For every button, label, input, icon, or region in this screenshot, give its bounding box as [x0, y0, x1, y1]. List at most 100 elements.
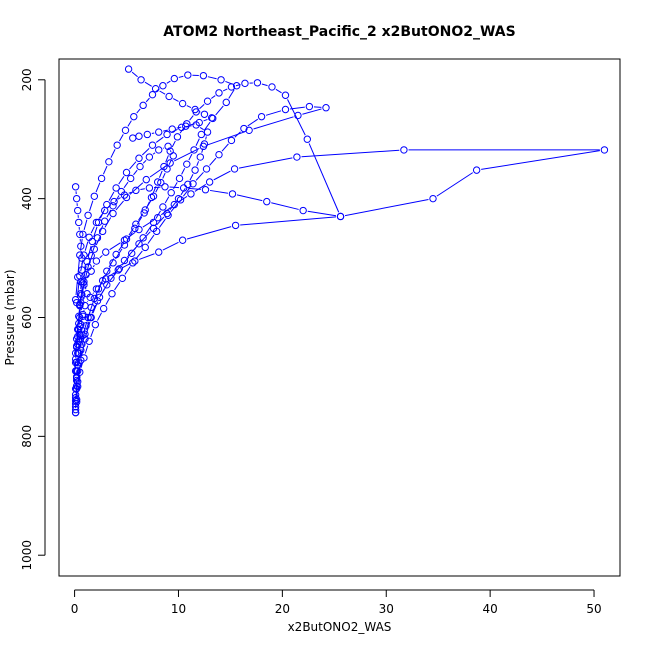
data-point: [85, 337, 93, 345]
series-profile: [71, 121, 212, 408]
data-point: [159, 82, 167, 90]
data-point: [75, 312, 83, 321]
series-segment: [137, 213, 144, 221]
series-segment: [87, 245, 92, 258]
data-point: [143, 130, 152, 139]
data-point: [151, 85, 160, 93]
data-point: [294, 111, 302, 120]
data-point: [232, 82, 241, 90]
data-point: [245, 126, 253, 135]
data-point: [141, 243, 149, 252]
data-point: [117, 187, 126, 196]
data-point: [303, 135, 311, 143]
data-point: [164, 142, 172, 151]
data-point: [293, 153, 301, 161]
x-tick-label: 50: [586, 602, 601, 616]
series-segment: [158, 218, 166, 228]
data-point: [200, 110, 209, 118]
series-segment: [236, 194, 263, 202]
data-point: [157, 178, 165, 187]
data-point: [189, 180, 197, 188]
series-segment: [209, 189, 229, 194]
series-segment: [301, 149, 400, 158]
data-point: [217, 76, 225, 84]
data-point: [122, 168, 131, 177]
data-point: [74, 361, 82, 369]
data-point: [71, 358, 80, 367]
data-point: [87, 251, 95, 260]
data-point: [79, 230, 87, 239]
data-point: [222, 98, 230, 107]
data-point: [72, 373, 81, 381]
series-segment: [124, 266, 131, 275]
y-tick-label: 600: [20, 306, 34, 329]
series-segment: [186, 226, 232, 240]
series-segment: [82, 279, 86, 291]
series-segment: [131, 71, 138, 78]
data-point: [97, 174, 106, 183]
series-segment: [203, 119, 208, 122]
data-point: [71, 396, 80, 405]
series-segment: [99, 275, 106, 286]
data-point: [78, 266, 86, 274]
data-point: [197, 130, 206, 139]
data-point: [148, 141, 157, 149]
x-tick-label: 0: [71, 602, 79, 616]
data-point: [74, 349, 82, 357]
data-point: [72, 335, 81, 343]
series-segment: [98, 225, 104, 234]
data-point: [228, 190, 237, 198]
data-point: [84, 263, 92, 271]
data-point: [191, 105, 199, 114]
series-segment: [84, 271, 88, 281]
series-segment: [221, 143, 229, 152]
series-segment: [189, 115, 194, 121]
data-point: [215, 89, 223, 97]
data-point: [72, 194, 81, 203]
data-point: [93, 234, 102, 242]
series-segment: [166, 80, 171, 84]
series-profile: [71, 183, 86, 417]
data-point: [203, 97, 212, 105]
x-tick-label: 10: [171, 602, 186, 616]
data-point: [84, 211, 92, 219]
series-segment: [145, 97, 150, 103]
series-segment: [136, 108, 141, 114]
plot-area: [58, 58, 621, 577]
data-point: [155, 248, 163, 256]
data-point: [215, 150, 223, 159]
series-segment: [436, 172, 474, 197]
data-point: [159, 203, 167, 211]
data-point: [173, 133, 182, 141]
data-point: [257, 112, 266, 121]
series-segment: [77, 364, 81, 378]
series-segment: [95, 182, 101, 193]
series-segment: [253, 116, 294, 130]
data-point: [113, 141, 121, 149]
data-point: [400, 146, 408, 154]
series-segment: [110, 149, 116, 158]
x-tick-label: 20: [275, 602, 290, 616]
series-segment: [287, 99, 306, 136]
data-point: [71, 183, 80, 191]
data-point: [131, 257, 139, 265]
data-point: [230, 165, 239, 173]
data-point: [92, 285, 101, 293]
data-point: [178, 236, 187, 244]
data-point: [174, 194, 183, 203]
series-segment: [105, 297, 111, 305]
data-point: [102, 248, 110, 256]
series-segment: [128, 227, 134, 236]
data-point: [163, 165, 171, 173]
series-segment: [113, 263, 123, 275]
series-segment: [169, 150, 172, 153]
data-point: [161, 183, 169, 191]
data-point: [153, 178, 162, 186]
series-segment: [199, 126, 204, 131]
data-point: [145, 184, 154, 192]
series-segment: [156, 216, 165, 226]
data-point: [195, 118, 203, 127]
series-segment: [92, 242, 97, 252]
data-point: [132, 220, 140, 228]
series-segment: [308, 143, 340, 213]
